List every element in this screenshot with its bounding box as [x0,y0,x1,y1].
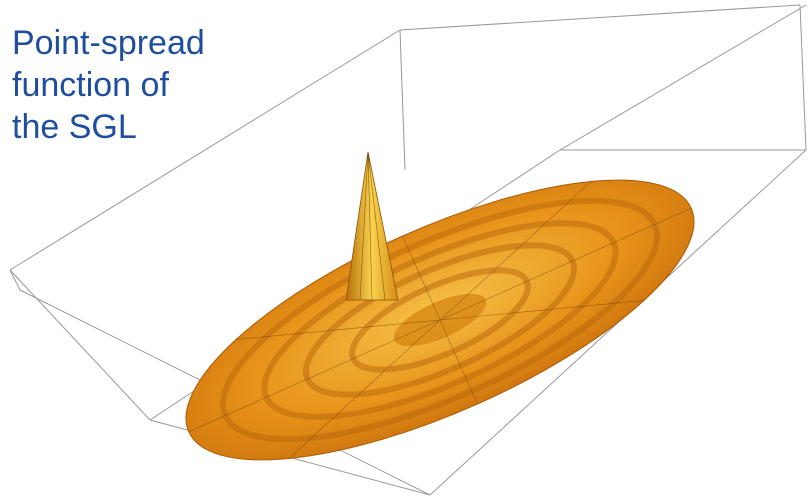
caption-line: Point-spread [12,24,205,62]
peak-mesh [359,151,386,301]
caption-line: function of [12,66,169,104]
psf-peak [345,151,399,301]
caption-line: the SGL [12,108,137,146]
caption: Point-spread function of the SGL [12,22,205,148]
psf-disk [185,179,695,461]
